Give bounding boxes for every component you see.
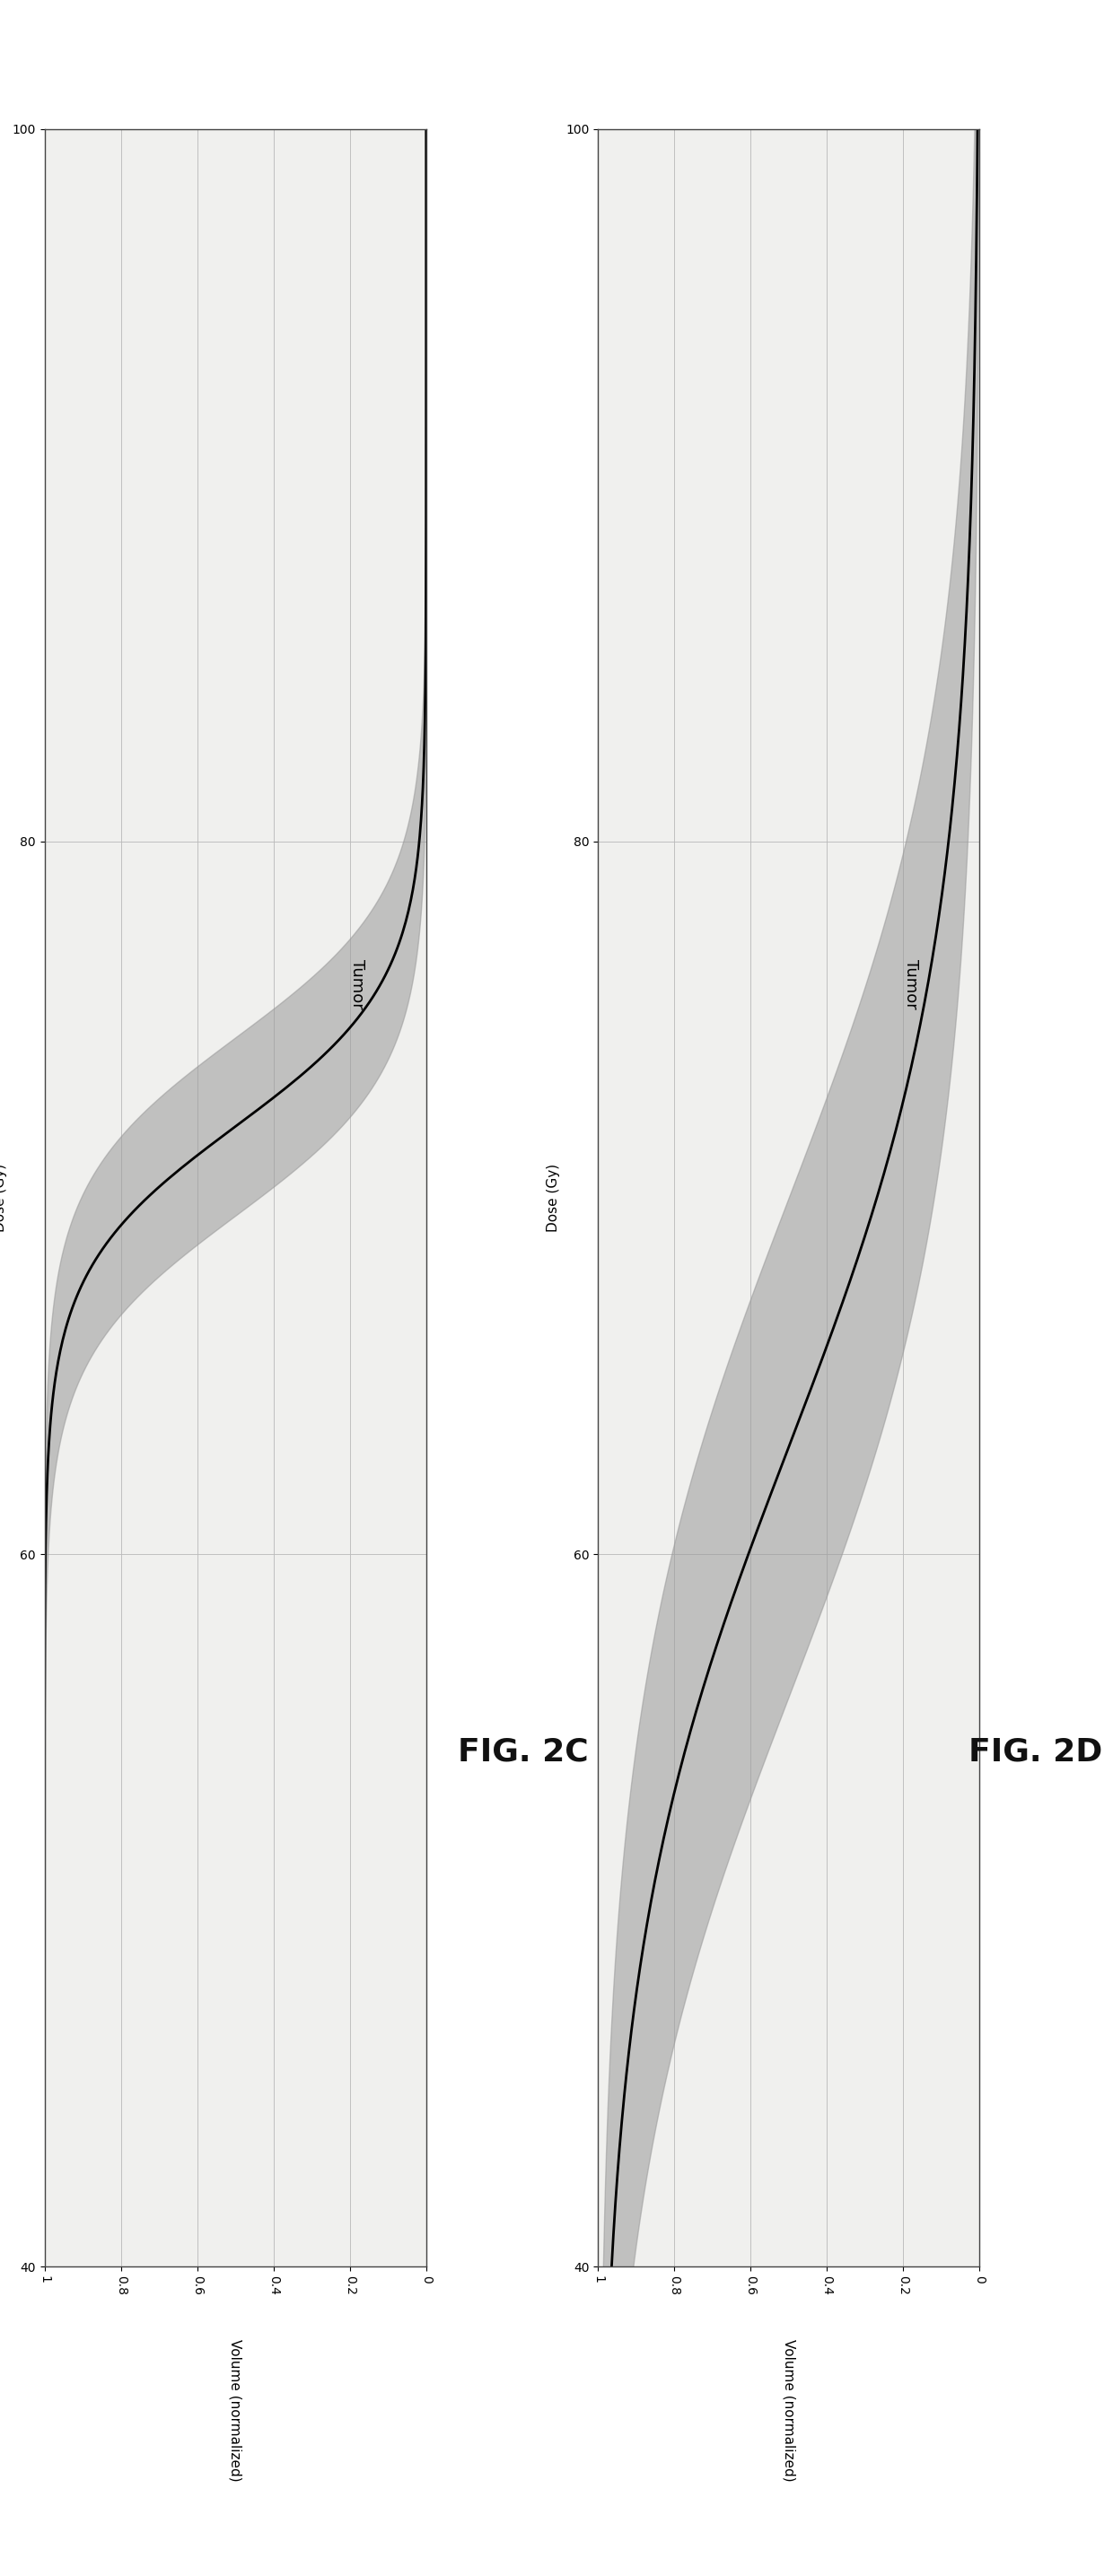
Text: FIG. 2D: FIG. 2D [968,1736,1102,1767]
X-axis label: Volume (normalized): Volume (normalized) [782,2339,796,2481]
Y-axis label: Dose (Gy): Dose (Gy) [0,1164,7,1231]
Y-axis label: Dose (Gy): Dose (Gy) [546,1164,561,1231]
X-axis label: Volume (normalized): Volume (normalized) [228,2339,242,2481]
Text: Tumor: Tumor [349,958,365,1010]
Text: FIG. 2C: FIG. 2C [457,1736,589,1767]
Text: Tumor: Tumor [903,958,919,1010]
